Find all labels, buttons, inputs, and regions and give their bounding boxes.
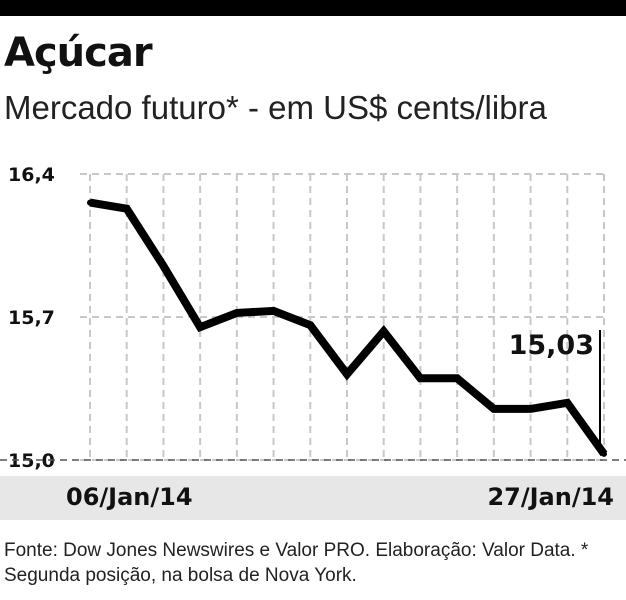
last-value-label: 15,03 xyxy=(509,330,594,361)
data-point xyxy=(601,450,607,457)
data-point xyxy=(233,309,240,316)
data-point xyxy=(490,405,497,412)
data-point xyxy=(527,405,534,412)
data-point xyxy=(344,371,350,378)
data-point xyxy=(454,375,461,382)
data-point xyxy=(270,307,277,314)
source-note: Fonte: Dow Jones Newswires e Valor PRO. … xyxy=(4,540,589,586)
y-tick-label: 15,0 xyxy=(8,450,55,472)
chart-subtitle: Mercado futuro* - em US$ cents/libra xyxy=(4,89,547,126)
line-chart: 15,0 15,7 16,4 15,03 xyxy=(0,164,626,472)
x-label-end: 27/Jan/14 xyxy=(487,483,614,511)
data-point xyxy=(307,322,314,329)
data-point xyxy=(87,199,93,206)
y-tick-label: 15,7 xyxy=(8,307,55,329)
data-point xyxy=(123,205,130,212)
data-point xyxy=(564,399,571,406)
chart-title: Açúcar xyxy=(4,30,153,76)
date-band xyxy=(0,476,626,520)
data-point xyxy=(160,262,167,269)
y-tick-label: 16,4 xyxy=(8,164,55,186)
x-label-start: 06/Jan/14 xyxy=(66,483,193,511)
data-point xyxy=(380,328,387,335)
data-point xyxy=(197,324,204,331)
top-bar xyxy=(0,0,626,16)
data-point xyxy=(417,375,424,382)
